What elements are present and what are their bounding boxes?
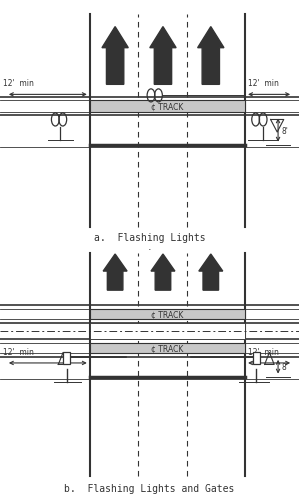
Text: ¢ TRACK: ¢ TRACK xyxy=(151,103,184,111)
FancyArrow shape xyxy=(102,28,128,85)
Text: 12'  min: 12' min xyxy=(248,79,279,88)
Text: .: . xyxy=(148,241,151,252)
Text: b.  Flashing Lights and Gates: b. Flashing Lights and Gates xyxy=(64,483,235,493)
Bar xyxy=(90,343,245,354)
FancyArrow shape xyxy=(151,255,175,291)
Bar xyxy=(90,323,245,340)
FancyArrow shape xyxy=(199,255,223,291)
Bar xyxy=(90,309,245,320)
FancyArrow shape xyxy=(103,255,127,291)
FancyArrow shape xyxy=(150,28,176,85)
Text: ¢ TRACK: ¢ TRACK xyxy=(151,310,184,319)
Text: 12'  min: 12' min xyxy=(248,347,279,356)
Text: 12'  min: 12' min xyxy=(3,79,34,88)
Text: 8': 8' xyxy=(281,126,288,135)
Text: a.  Flashing Lights: a. Flashing Lights xyxy=(94,233,205,243)
Bar xyxy=(90,101,245,113)
Text: 8': 8' xyxy=(281,363,288,371)
FancyArrow shape xyxy=(198,28,224,85)
Text: ¢ TRACK: ¢ TRACK xyxy=(151,344,184,353)
Bar xyxy=(63,352,70,365)
Bar xyxy=(253,352,260,365)
Text: 12'  min: 12' min xyxy=(3,347,34,356)
